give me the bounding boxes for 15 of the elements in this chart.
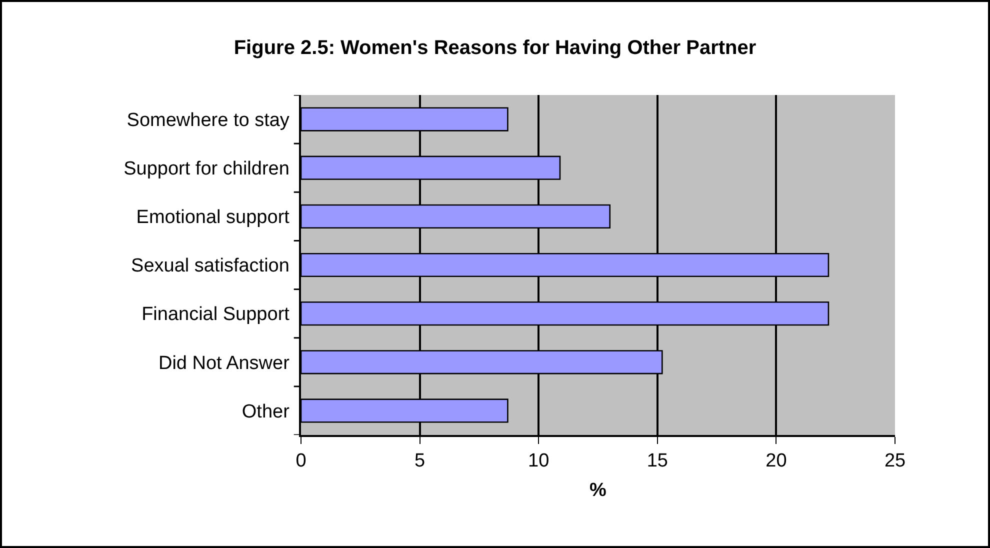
y-tick-label: Somewhere to stay <box>126 110 290 131</box>
y-tick-label: Sexual satisfaction <box>131 256 290 277</box>
chart-title: Figure 2.5: Women's Reasons for Having Other Partner <box>234 37 756 60</box>
y-tick-label: Did Not Answer <box>158 352 290 374</box>
x-tick-label: 20 <box>766 450 787 472</box>
x-tick-label: 15 <box>646 450 668 472</box>
y-tick-label: Support for children <box>124 158 290 180</box>
x-tick-label: 25 <box>884 450 906 472</box>
y-tick-label: Emotional support <box>136 207 290 228</box>
y-tick-label: Financial Support <box>142 304 290 326</box>
x-tick-label: 5 <box>414 450 426 472</box>
y-tick-label: Other <box>242 401 290 422</box>
x-axis-title: % <box>590 480 607 501</box>
x-tick-label: 0 <box>296 450 306 472</box>
x-tick-label: 10 <box>528 450 550 472</box>
